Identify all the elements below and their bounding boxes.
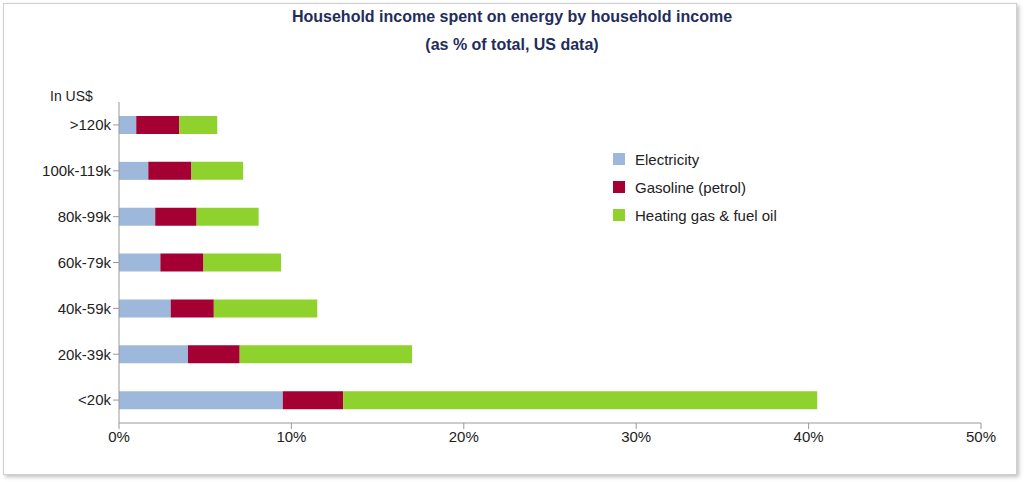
svg-text:20k-39k: 20k-39k xyxy=(58,346,112,363)
html-text:Heating gas & fuel oil: Heating gas & fuel oil xyxy=(635,206,777,224)
svg-text:100k-119k: 100k-119k xyxy=(42,162,111,179)
html-text:In US$: In US$ xyxy=(50,88,93,104)
html-text:Gasoline (petrol): Gasoline (petrol) xyxy=(635,178,746,196)
svg-text:30%: 30% xyxy=(621,428,651,445)
svg-text:80k-99k: 80k-99k xyxy=(58,208,112,225)
svg-text:60k-79k: 60k-79k xyxy=(58,254,112,271)
svg-text:20%: 20% xyxy=(449,428,479,445)
svg-text:<20k: <20k xyxy=(78,391,111,408)
html-text:Electricity: Electricity xyxy=(635,150,700,168)
svg-text:0%: 0% xyxy=(108,428,130,445)
svg-text:40k-59k: 40k-59k xyxy=(58,300,112,317)
html-text:Household income spent on ener: Household income spent on energy by hous… xyxy=(292,8,732,25)
svg-text:40%: 40% xyxy=(794,428,824,445)
html-text:(as % of total, US data): (as % of total, US data) xyxy=(425,36,599,53)
svg-text:10%: 10% xyxy=(276,428,306,445)
svg-text:>120k: >120k xyxy=(70,116,112,133)
svg-text:50%: 50% xyxy=(966,428,996,445)
